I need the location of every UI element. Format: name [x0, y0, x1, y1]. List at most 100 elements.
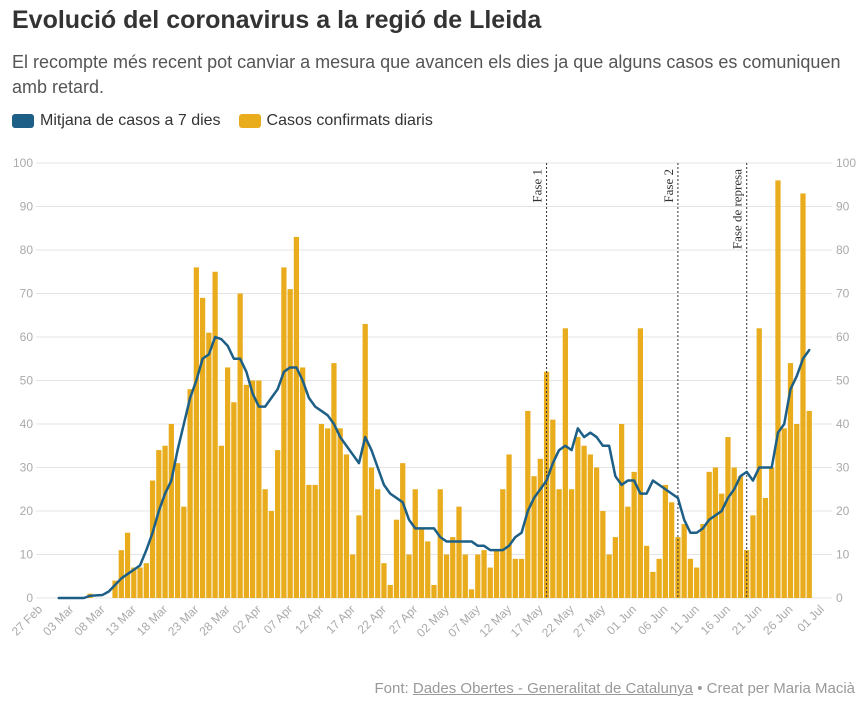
source-link[interactable]: Dades Obertes - Generalitat de Catalunya [412, 680, 694, 697]
bar[interactable] [256, 380, 262, 599]
bar[interactable] [250, 380, 256, 599]
bar[interactable] [293, 236, 300, 598]
bar[interactable] [487, 567, 493, 598]
bar[interactable] [500, 489, 506, 598]
bar[interactable] [243, 384, 250, 598]
bar[interactable] [681, 524, 687, 598]
bar[interactable] [381, 563, 387, 598]
bar[interactable] [587, 454, 593, 598]
bar[interactable] [156, 450, 162, 598]
bar[interactable] [719, 493, 725, 598]
bar[interactable] [143, 563, 149, 598]
bar[interactable] [475, 554, 481, 599]
bar[interactable] [650, 571, 656, 598]
bar[interactable] [262, 489, 268, 598]
bar[interactable] [631, 471, 637, 598]
bar[interactable] [575, 437, 581, 598]
bar[interactable] [794, 424, 800, 598]
bar[interactable] [787, 363, 794, 598]
bar[interactable] [568, 489, 575, 598]
bar[interactable] [468, 589, 475, 598]
legend-item-average[interactable]: Mitjana de casos a 7 dies [12, 112, 221, 130]
bar[interactable] [612, 537, 618, 598]
bar[interactable] [124, 532, 131, 598]
bar[interactable] [343, 454, 350, 598]
bar[interactable] [187, 389, 193, 598]
bar[interactable] [762, 497, 769, 598]
bar[interactable] [606, 554, 612, 599]
bar[interactable] [506, 454, 512, 598]
bar[interactable] [300, 367, 306, 598]
bar[interactable] [712, 467, 719, 599]
bar[interactable] [312, 484, 318, 598]
bar[interactable] [600, 511, 606, 598]
bar[interactable] [581, 445, 587, 598]
bar[interactable] [593, 467, 600, 599]
bar[interactable] [443, 554, 450, 599]
bar[interactable] [625, 506, 631, 598]
bar[interactable] [237, 293, 243, 599]
bar[interactable] [669, 502, 675, 598]
bar[interactable] [756, 328, 762, 598]
bar[interactable] [287, 289, 293, 598]
bar[interactable] [118, 550, 124, 598]
bar[interactable] [462, 554, 468, 599]
bar[interactable] [531, 476, 537, 598]
bar[interactable] [769, 467, 775, 599]
bar[interactable] [412, 489, 418, 598]
bar[interactable] [362, 323, 368, 598]
bar[interactable] [644, 545, 650, 598]
bar[interactable] [656, 558, 662, 598]
bar[interactable] [131, 567, 137, 598]
bar[interactable] [687, 558, 694, 598]
bar[interactable] [512, 558, 518, 598]
bar[interactable] [725, 437, 731, 598]
bar[interactable] [356, 515, 362, 598]
bar[interactable] [181, 506, 187, 598]
bar[interactable] [337, 428, 343, 598]
legend-item-daily[interactable]: Casos confirmats diaris [238, 112, 433, 130]
average-line[interactable] [57, 335, 811, 600]
bar[interactable] [456, 506, 462, 598]
bar[interactable] [406, 554, 412, 599]
bar[interactable] [231, 402, 237, 598]
bar[interactable] [318, 424, 325, 598]
bar[interactable] [562, 328, 568, 598]
bar[interactable] [268, 511, 275, 598]
bar[interactable] [744, 550, 750, 598]
bar[interactable] [750, 515, 756, 598]
bar[interactable] [281, 267, 287, 598]
bar[interactable] [387, 584, 393, 598]
bar[interactable] [350, 554, 356, 599]
bar[interactable] [325, 428, 331, 598]
bar[interactable] [662, 484, 669, 598]
bar[interactable] [550, 419, 556, 598]
bar[interactable] [368, 467, 375, 599]
bar[interactable] [481, 550, 487, 598]
bar[interactable] [775, 180, 781, 598]
bar[interactable] [218, 445, 224, 598]
bar[interactable] [493, 550, 500, 598]
bar[interactable] [275, 450, 281, 598]
bar[interactable] [437, 489, 443, 598]
bar[interactable] [637, 328, 644, 598]
bar[interactable] [537, 458, 543, 598]
bar[interactable] [694, 567, 700, 598]
bar[interactable] [212, 271, 218, 598]
bar[interactable] [149, 480, 156, 598]
bar[interactable] [331, 363, 337, 598]
bar[interactable] [375, 489, 381, 598]
bar[interactable] [112, 580, 118, 598]
bar[interactable] [306, 484, 312, 598]
bar[interactable] [731, 467, 737, 599]
bar[interactable] [199, 297, 206, 598]
bar[interactable] [137, 567, 143, 598]
bar[interactable] [168, 424, 174, 598]
bar[interactable] [800, 193, 806, 598]
bar[interactable] [224, 367, 231, 598]
bar[interactable] [450, 537, 456, 598]
bar[interactable] [806, 410, 812, 598]
bar[interactable] [206, 332, 212, 598]
bar[interactable] [425, 541, 431, 598]
bar[interactable] [700, 524, 706, 598]
